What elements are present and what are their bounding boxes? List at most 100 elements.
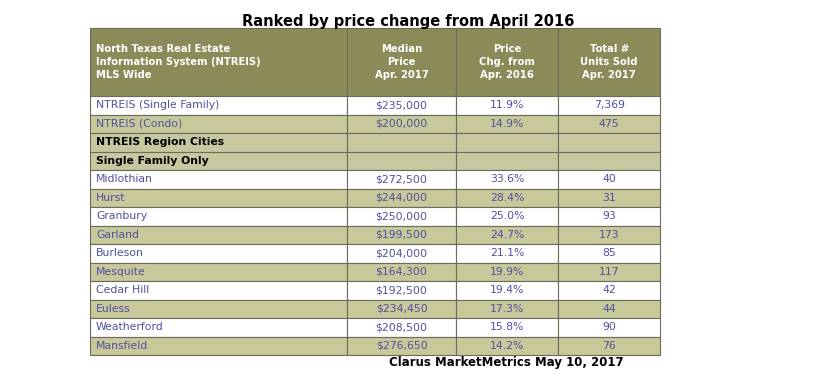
Bar [456,28,558,96]
Text: NTREIS (Condo): NTREIS (Condo) [96,119,182,129]
Bar [456,170,558,188]
Text: Price
Chg. from
Apr. 2016: Price Chg. from Apr. 2016 [479,44,535,80]
Bar [90,281,347,299]
Text: Weatherford: Weatherford [96,322,163,332]
Text: 21.1%: 21.1% [489,248,525,258]
Bar [558,114,660,133]
Text: 24.7%: 24.7% [489,230,525,240]
Bar [90,133,347,152]
Bar [90,244,347,263]
Bar [90,188,347,207]
Text: $204,000: $204,000 [376,248,427,258]
Bar [558,263,660,281]
Text: $250,000: $250,000 [376,211,427,221]
Text: 33.6%: 33.6% [489,174,525,184]
Bar [347,281,456,299]
Bar [558,188,660,207]
Bar [558,133,660,152]
Bar [347,152,456,170]
Text: 15.8%: 15.8% [489,322,525,332]
Bar [347,337,456,355]
Bar [90,207,347,226]
Bar [558,28,660,96]
Text: 7,369: 7,369 [594,100,625,110]
Text: NTREIS (Single Family): NTREIS (Single Family) [96,100,220,110]
Text: 31: 31 [602,193,616,203]
Text: $235,000: $235,000 [376,100,427,110]
Text: Clarus MarketMetrics May 10, 2017: Clarus MarketMetrics May 10, 2017 [389,356,624,369]
Text: Midlothian: Midlothian [96,174,153,184]
Text: 85: 85 [602,248,616,258]
Bar [347,170,456,188]
Text: Median
Price
Apr. 2017: Median Price Apr. 2017 [375,44,428,80]
Text: 11.9%: 11.9% [489,100,525,110]
Text: $164,300: $164,300 [376,267,427,277]
Bar [558,207,660,226]
Bar [456,281,558,299]
Text: Single Family Only: Single Family Only [96,156,209,166]
Bar [347,263,456,281]
Bar [558,281,660,299]
Bar [558,226,660,244]
Bar [347,244,456,263]
Text: 173: 173 [599,230,619,240]
Text: 28.4%: 28.4% [489,193,525,203]
Text: Garland: Garland [96,230,139,240]
Bar [347,188,456,207]
Text: North Texas Real Estate
Information System (NTREIS)
MLS Wide: North Texas Real Estate Information Syst… [96,44,261,80]
Bar [90,337,347,355]
Text: 42: 42 [602,285,616,295]
Bar [558,318,660,337]
Bar [90,318,347,337]
Text: $276,650: $276,650 [376,341,427,351]
Bar [456,188,558,207]
Text: NTREIS Region Cities: NTREIS Region Cities [96,137,224,147]
Text: $234,450: $234,450 [376,304,427,314]
Text: 117: 117 [599,267,619,277]
Bar [456,207,558,226]
Bar [347,207,456,226]
Text: $272,500: $272,500 [376,174,427,184]
Bar [456,226,558,244]
Bar [456,96,558,114]
Bar [558,170,660,188]
Bar [347,28,456,96]
Bar [347,96,456,114]
Text: $208,500: $208,500 [376,322,427,332]
Bar [456,114,558,133]
Bar [456,152,558,170]
Text: Hurst: Hurst [96,193,126,203]
Text: 44: 44 [602,304,616,314]
Text: $192,500: $192,500 [376,285,427,295]
Bar [558,96,660,114]
Bar [347,114,456,133]
Text: Euless: Euless [96,304,131,314]
Bar [456,337,558,355]
Text: Mesquite: Mesquite [96,267,145,277]
Bar [456,244,558,263]
Text: Burleson: Burleson [96,248,144,258]
Text: $244,000: $244,000 [376,193,427,203]
Text: 475: 475 [599,119,619,129]
Bar [347,299,456,318]
Text: 40: 40 [602,174,616,184]
Text: $199,500: $199,500 [376,230,427,240]
Bar [90,114,347,133]
Bar [90,299,347,318]
Bar [456,318,558,337]
Bar [347,133,456,152]
Bar [90,152,347,170]
Text: 90: 90 [602,322,616,332]
Text: 14.9%: 14.9% [489,119,525,129]
Bar [456,133,558,152]
Bar [90,263,347,281]
Bar [558,244,660,263]
Text: 76: 76 [602,341,616,351]
Text: 25.0%: 25.0% [489,211,525,221]
Bar [558,337,660,355]
Text: Total #
Units Sold
Apr. 2017: Total # Units Sold Apr. 2017 [581,44,638,80]
Bar [347,226,456,244]
Text: 19.4%: 19.4% [489,285,525,295]
Text: 93: 93 [602,211,616,221]
Bar [456,299,558,318]
